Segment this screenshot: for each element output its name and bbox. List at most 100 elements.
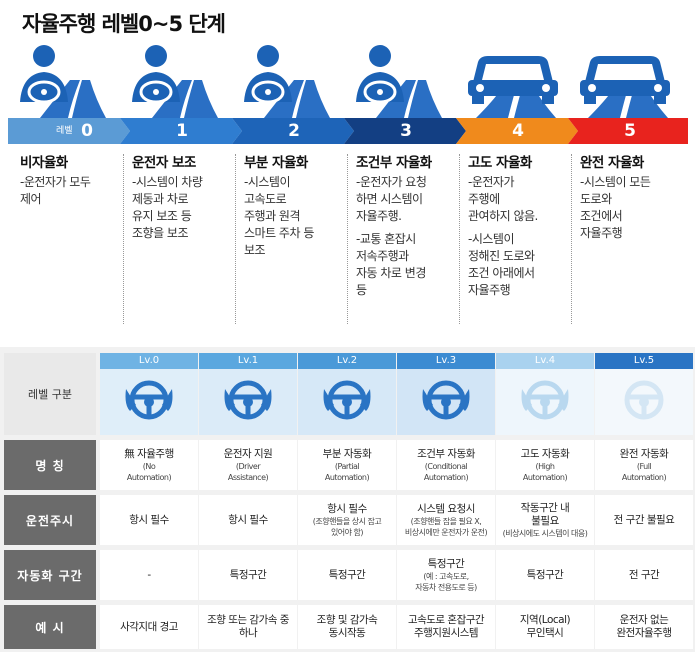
level-description: -교통 혼잡시 저속주행과 자동 차로 변경 등 — [356, 232, 426, 297]
cell-main: - — [147, 568, 151, 581]
cell-sub: (Conditional Automation) — [423, 461, 469, 482]
level-title: 부분 자율화 — [244, 155, 308, 171]
level-band-segment — [8, 118, 130, 144]
cell-main: 항시 필수 — [129, 513, 169, 526]
table-cell: 완전 자동화 (Full Automation) — [595, 440, 693, 490]
table-cell: 조향 또는 감가속 중 하나 — [199, 605, 297, 649]
level-header: Lv.5 — [595, 353, 693, 435]
table-cell: 부분 자동화 (Partial Automation) — [298, 440, 396, 490]
cell-main: 조향 및 감가속 동시작동 — [316, 614, 378, 639]
cell-main: 완전 자동화 — [619, 447, 669, 460]
driver-icon-row — [0, 40, 695, 120]
cell-main: 조향 또는 감가속 중 하나 — [207, 614, 289, 639]
cell-main: 전 구간 — [628, 568, 660, 581]
level-word: 레벨 — [56, 126, 73, 136]
cell-main: 특정구간 — [427, 557, 465, 570]
table-cell: 無 자율주행 (No Automation) — [100, 440, 198, 490]
level-header: Lv.2 — [298, 353, 396, 435]
level-band-segment — [232, 118, 354, 144]
table-cell: 특정구간 — [496, 550, 594, 600]
steering-wheel-icon — [521, 380, 569, 420]
level-header-label: Lv.3 — [397, 353, 495, 369]
driver-icon — [234, 40, 344, 120]
level-column: 완전 자율화 -시스템이 모든 도로와 조건에서 자율주행 — [580, 154, 692, 334]
cell-sub: (예 : 고속도로, 자동차 전용도로 등) — [415, 571, 477, 592]
level-column: 고도 자율화 -운전자가 주행에 관여하지 않음. -시스템이 정해진 도로와 … — [468, 154, 580, 334]
level-band-segment — [456, 118, 578, 144]
cell-main: 조건부 자동화 — [417, 447, 475, 460]
level-number: 2 — [288, 121, 300, 141]
cell-main: 부분 자동화 — [322, 447, 372, 460]
level-column: 운전자 보조 -시스템이 차량 제동과 차로 유지 보조 등 조향을 보조 — [132, 154, 244, 334]
level-column: 조건부 자율화 -운전자가 요청 하면 시스템이 자율주행. -교통 혼잡시 저… — [356, 154, 468, 334]
level-column: 비자율화 -운전자가 모두 제어 — [20, 154, 132, 334]
cell-main: 고속도로 혼잡구간 주행지원시스템 — [407, 614, 485, 639]
table-header-label: 레벨 구분 — [4, 353, 96, 435]
cell-main: 전 구간 불필요 — [613, 513, 675, 526]
cell-main: 고도 자동화 — [520, 447, 570, 460]
steering-wheel-icon — [125, 380, 173, 420]
steering-wheel-icon — [323, 380, 371, 420]
cell-sub: (Driver Assistance) — [227, 461, 269, 482]
level-header: Lv.0 — [100, 353, 198, 435]
cell-main: 운전자 없는 완전자율주행 — [616, 614, 672, 639]
column-divider — [235, 154, 236, 324]
car-icon — [570, 40, 680, 120]
driver-icon — [122, 40, 232, 120]
table-cell: 조향 및 감가속 동시작동 — [298, 605, 396, 649]
row-label: 명 칭 — [4, 440, 96, 490]
level-header: Lv.1 — [199, 353, 297, 435]
table-cell: 고속도로 혼잡구간 주행지원시스템 — [397, 605, 495, 649]
cell-sub: (조향핸들을 상시 잡고 있어야 함) — [312, 516, 382, 537]
cell-main: 특정구간 — [328, 568, 366, 581]
table-cell: 조건부 자동화 (Conditional Automation) — [397, 440, 495, 490]
level-table: 레벨 구분 Lv.0 Lv.1 Lv.2 Lv.3 Lv.4 Lv.5 명 칭 … — [0, 347, 695, 652]
level-header: Lv.3 — [397, 353, 495, 435]
cell-main: 특정구간 — [526, 568, 564, 581]
level-description: -운전자가 요청 하면 시스템이 자율주행. — [356, 175, 427, 223]
level-description: -시스템이 모든 도로와 조건에서 자율주행 — [580, 175, 651, 240]
column-divider — [347, 154, 348, 324]
table-cell: 지역(Local) 무인택시 — [496, 605, 594, 649]
level-band-segment — [568, 118, 688, 144]
driver-icon — [10, 40, 120, 120]
table-cell: 전 구간 — [595, 550, 693, 600]
steering-wheel-icon — [224, 380, 272, 420]
cell-main: 항시 필수 — [228, 513, 268, 526]
level-title: 고도 자율화 — [468, 155, 532, 171]
cell-main: 지역(Local) 무인택시 — [519, 614, 571, 639]
level-description: -운전자가 주행에 관여하지 않음. — [468, 175, 538, 223]
table-cell: 특정구간 — [199, 550, 297, 600]
level-header: Lv.4 — [496, 353, 594, 435]
level-header-label: Lv.0 — [100, 353, 198, 369]
cell-sub: (Partial Automation) — [324, 461, 370, 482]
cell-sub: (조향핸들 잡을 필요 X, 비상시에만 운전자가 운전) — [404, 516, 488, 537]
cell-main: 작동구간 내 불필요 — [520, 501, 570, 527]
level-number: 4 — [512, 121, 524, 141]
column-divider — [571, 154, 572, 324]
level-title: 완전 자율화 — [580, 155, 644, 171]
table-cell: 전 구간 불필요 — [595, 495, 693, 545]
row-label: 예 시 — [4, 605, 96, 649]
level-number: 1 — [176, 121, 188, 141]
level-number: 0 — [81, 121, 93, 141]
car-icon — [458, 40, 568, 120]
cell-main: 항시 필수 — [327, 502, 367, 515]
table-cell: 고도 자동화 (High Automation) — [496, 440, 594, 490]
table-cell: 항시 필수 (조향핸들을 상시 잡고 있어야 함) — [298, 495, 396, 545]
cell-main: 시스템 요청시 — [417, 502, 475, 515]
level-band-segment — [120, 118, 242, 144]
cell-main: 無 자율주행 — [124, 447, 174, 460]
level-column: 부분 자율화 -시스템이 고속도로 주행과 원격 스마트 주차 등 보조 — [244, 154, 356, 334]
cell-main: 사각지대 경고 — [120, 620, 178, 633]
cell-sub: (High Automation) — [522, 461, 568, 482]
cell-main: 운전자 지원 — [223, 447, 273, 460]
level-header-label: Lv.4 — [496, 353, 594, 369]
table-cell: 항시 필수 — [199, 495, 297, 545]
level-description: -시스템이 정해진 도로와 조건 아래에서 자율주행 — [468, 232, 535, 297]
level-title: 조건부 자율화 — [356, 155, 432, 171]
level-band-segment — [344, 118, 466, 144]
steering-wheel-icon — [624, 380, 664, 420]
level-number: 5 — [624, 121, 636, 141]
level-title: 비자율화 — [20, 155, 68, 171]
